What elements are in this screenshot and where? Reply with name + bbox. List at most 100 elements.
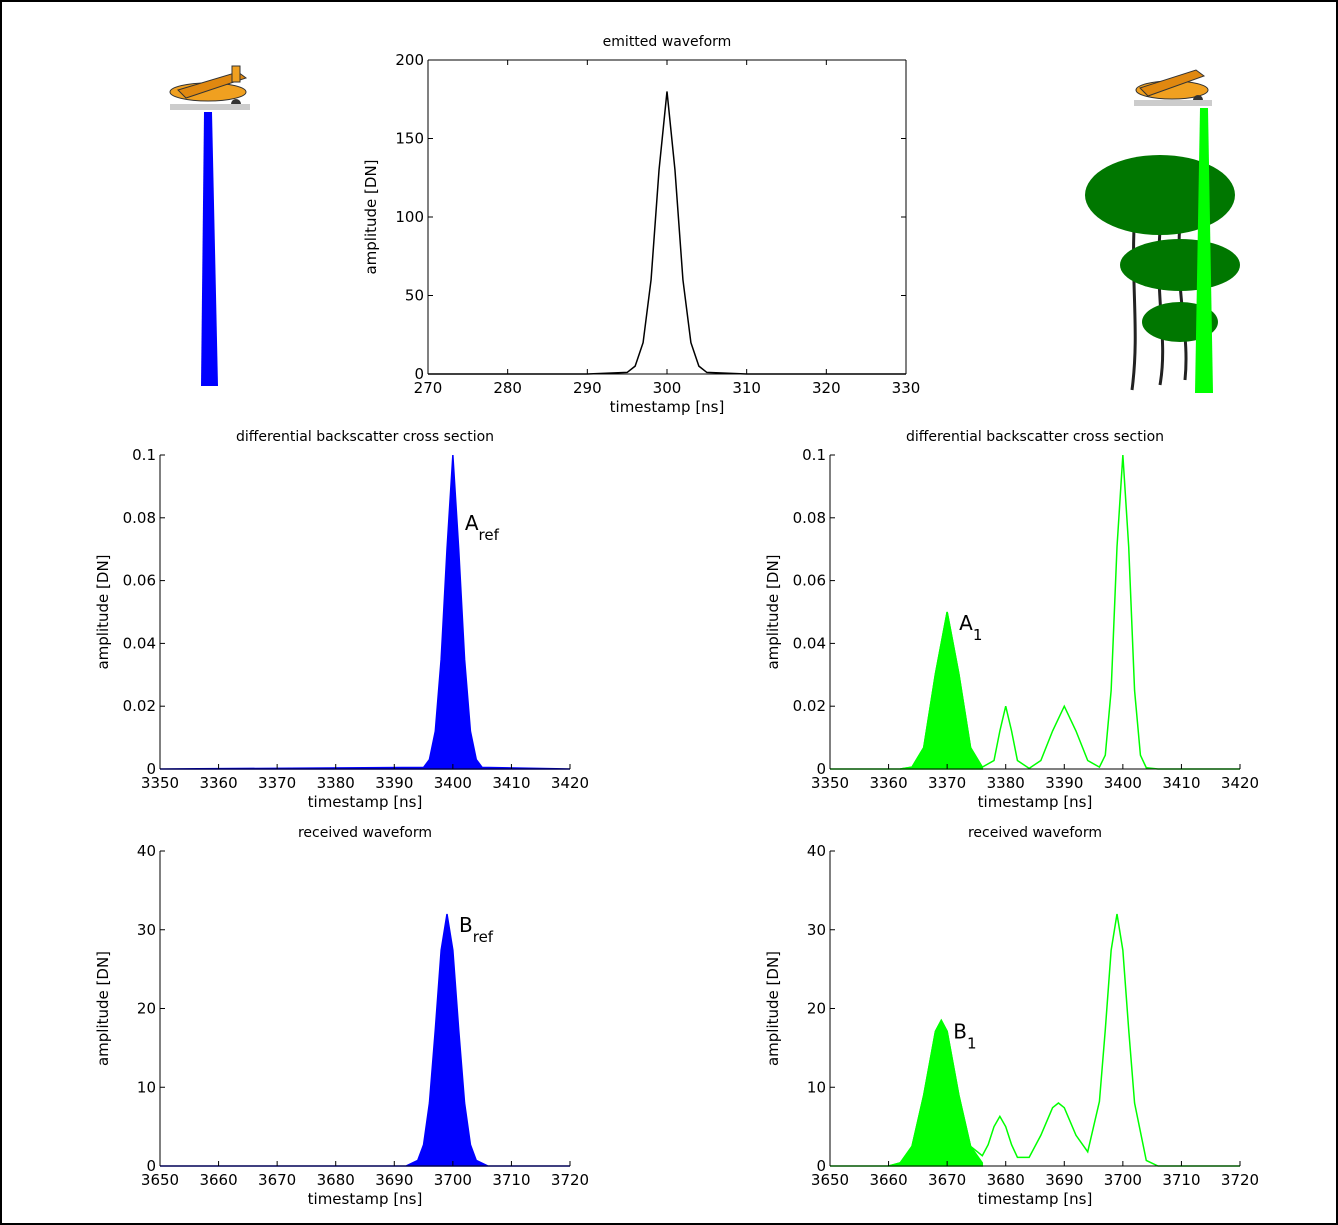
y-tick-label: 0: [414, 365, 424, 383]
annotation-text: A: [959, 611, 973, 635]
x-tick-label: 3380: [987, 774, 1025, 792]
y-tick-label: 0.08: [123, 509, 156, 527]
y-tick-label: 40: [137, 842, 156, 860]
x-tick-label: 3670: [258, 1171, 296, 1189]
annotation: A1: [959, 611, 982, 644]
x-tick-label: 3720: [551, 1171, 589, 1189]
y-tick-label: 40: [807, 842, 826, 860]
filled-area: [159, 454, 571, 770]
x-axis-label: timestamp [ns]: [978, 1190, 1093, 1208]
x-tick-label: 320: [812, 379, 841, 397]
x-tick-label: 280: [493, 379, 522, 397]
x-tick-label: 290: [573, 379, 602, 397]
y-tick-label: 10: [137, 1078, 156, 1096]
y-tick-label: 30: [137, 921, 156, 939]
x-tick-label: 3400: [1104, 774, 1142, 792]
x-tick-label: 3410: [1162, 774, 1200, 792]
chart-title: emitted waveform: [603, 34, 732, 50]
x-tick-label: 3370: [258, 774, 296, 792]
y-tick-label: 100: [395, 208, 424, 226]
y-tick-label: 0.02: [123, 697, 156, 715]
y-tick-label: 0.08: [793, 509, 826, 527]
x-tick-label: 3370: [928, 774, 966, 792]
plane-left: [169, 65, 250, 386]
x-tick-label: 300: [653, 379, 682, 397]
x-tick-label: 3700: [434, 1171, 472, 1189]
x-tick-label: 3710: [1162, 1171, 1200, 1189]
chart: emitted waveform timestamp [ns] amplitude …: [362, 34, 920, 416]
y-tick-label: 0.04: [123, 634, 156, 652]
x-tick-label: 3700: [1104, 1171, 1142, 1189]
annotation: Bref: [459, 913, 494, 946]
x-tick-label: 3690: [375, 1171, 413, 1189]
x-axis-label: timestamp [ns]: [308, 1190, 423, 1208]
line: [830, 913, 1240, 1167]
x-tick-label: 3690: [1045, 1171, 1083, 1189]
x-tick-label: 3680: [317, 1171, 355, 1189]
chart: differential backscatter cross section ti…: [94, 429, 589, 811]
chart: differential backscatter cross section ti…: [764, 429, 1259, 811]
y-tick-label: 50: [405, 287, 424, 305]
y-tick-label: 0: [816, 1157, 826, 1175]
x-tick-label: 3660: [199, 1171, 237, 1189]
annotation-sub: ref: [479, 526, 500, 544]
y-tick-label: 20: [137, 1000, 156, 1018]
chart-title: received waveform: [968, 825, 1102, 841]
annotation-sub: 1: [973, 626, 983, 644]
x-tick-label: 3390: [375, 774, 413, 792]
line: [428, 91, 906, 375]
annotation-text: A: [465, 511, 479, 535]
y-tick-label: 0.1: [132, 446, 156, 464]
x-tick-label: 3360: [199, 774, 237, 792]
chart: received waveform timestamp [ns] amplitude…: [764, 825, 1259, 1208]
annotation: Aref: [465, 511, 500, 544]
y-tick-label: 0: [146, 760, 156, 778]
line: [830, 454, 1240, 770]
chart-title: differential backscatter cross section: [236, 429, 494, 445]
y-axis-label: amplitude [DN]: [94, 554, 112, 669]
y-tick-label: 0.06: [123, 572, 156, 590]
y-axis-label: amplitude [DN]: [764, 554, 782, 669]
x-tick-label: 310: [732, 379, 761, 397]
y-tick-label: 0.04: [793, 634, 826, 652]
y-tick-label: 150: [395, 130, 424, 148]
annotation-text: B: [459, 913, 473, 937]
x-axis-label: timestamp [ns]: [610, 398, 725, 416]
x-tick-label: 3670: [928, 1171, 966, 1189]
y-tick-label: 200: [395, 51, 424, 69]
y-axis-label: amplitude [DN]: [764, 951, 782, 1066]
x-tick-label: 330: [892, 379, 921, 397]
x-tick-label: 3410: [492, 774, 530, 792]
annotation: B1: [953, 1019, 976, 1052]
x-tick-label: 3380: [317, 774, 355, 792]
x-tick-label: 3350: [811, 774, 849, 792]
x-tick-label: 3710: [492, 1171, 530, 1189]
x-tick-label: 3720: [1221, 1171, 1259, 1189]
chart-title: received waveform: [298, 825, 432, 841]
y-tick-label: 0: [146, 1157, 156, 1175]
x-tick-label: 3360: [869, 774, 907, 792]
y-tick-label: 20: [807, 1000, 826, 1018]
chart: received waveform timestamp [ns] amplitude…: [94, 825, 589, 1208]
tree-right: [1085, 69, 1240, 393]
x-tick-label: 3390: [1045, 774, 1083, 792]
x-tick-label: 3660: [869, 1171, 907, 1189]
annotation-text: B: [953, 1019, 967, 1043]
y-tick-label: 10: [807, 1078, 826, 1096]
x-axis-label: timestamp [ns]: [308, 793, 423, 811]
y-tick-label: 30: [807, 921, 826, 939]
x-tick-label: 3350: [141, 774, 179, 792]
x-axis-label: timestamp [ns]: [978, 793, 1093, 811]
y-tick-label: 0.06: [793, 572, 826, 590]
y-axis-label: amplitude [DN]: [94, 951, 112, 1066]
x-tick-label: 3650: [141, 1171, 179, 1189]
y-tick-label: 0.1: [802, 446, 826, 464]
annotation-sub: ref: [473, 928, 494, 946]
x-tick-label: 3400: [434, 774, 472, 792]
x-tick-label: 3420: [551, 774, 589, 792]
chart-title: differential backscatter cross section: [906, 429, 1164, 445]
y-tick-label: 0: [816, 760, 826, 778]
x-tick-label: 3650: [811, 1171, 849, 1189]
annotation-sub: 1: [967, 1034, 977, 1052]
